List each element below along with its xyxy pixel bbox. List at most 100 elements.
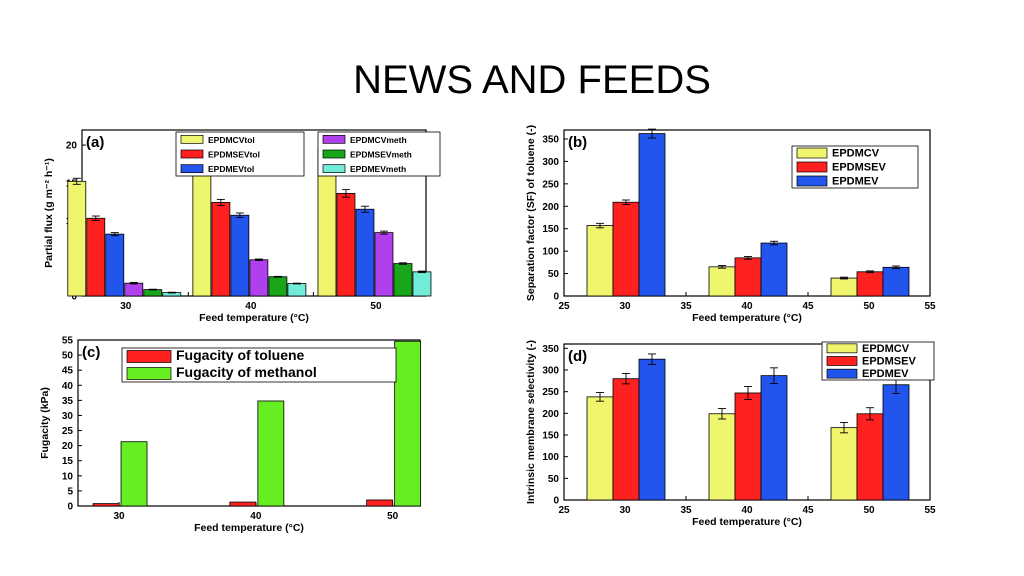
bar-d-s2-c0	[638, 358, 666, 501]
legend-label: EPDMSEVmeth	[350, 150, 412, 160]
x-tick-label: 45	[802, 505, 814, 516]
bar-b-s1-c0	[612, 201, 640, 297]
bar-b-s0-c0	[586, 225, 614, 297]
bar-a-s2-c2	[355, 208, 375, 297]
y-tick-label: 40	[62, 381, 74, 392]
bar-d-s2-c2	[882, 384, 910, 501]
bar-c-s0-c1	[229, 501, 257, 507]
x-axis-label-c: Feed temperature (°C)	[194, 522, 304, 534]
y-tick-label: 30	[62, 411, 74, 422]
y-tick-label: 5	[67, 486, 73, 497]
x-tick-label: 30	[113, 511, 125, 522]
y-tick-label: 50	[62, 351, 74, 362]
bar-a-s2-c1	[230, 214, 250, 297]
bar-a-s0-c0	[67, 180, 87, 297]
slide-title: NEWS AND FEEDS	[353, 58, 711, 102]
legend-label: EPDMEVtol	[208, 164, 254, 174]
x-tick-label: 40	[250, 511, 262, 522]
y-tick-label: 35	[62, 396, 74, 407]
legend-swatch	[796, 161, 828, 173]
bar-b-s0-c2	[830, 277, 858, 297]
legend-swatch	[826, 343, 858, 354]
bar-a-s4-c1	[268, 276, 288, 297]
bar-a-s2-c0	[105, 233, 125, 297]
bar-d-s1-c2	[856, 413, 884, 501]
bar-c-s1-c1	[257, 400, 285, 507]
y-tick-label: 100	[542, 247, 559, 258]
x-tick-label: 50	[863, 505, 875, 516]
legend-label: Fugacity of methanol	[176, 364, 317, 380]
x-tick-label: 50	[863, 301, 875, 312]
y-tick-label: 250	[542, 387, 559, 398]
y-tick-label: 200	[542, 409, 559, 420]
y-axis-label-b: Separation factor (SF) of toluene (-)	[525, 125, 537, 301]
y-tick-label: 300	[542, 366, 559, 377]
legend-swatch	[180, 164, 204, 174]
x-tick-label: 25	[558, 505, 570, 516]
legend-label: EPDMSEV	[832, 162, 886, 174]
bar-d-s1-c0	[612, 378, 640, 501]
x-tick-label: 40	[741, 505, 753, 516]
panel-tag-d: (d)	[568, 348, 587, 365]
y-tick-label: 0	[553, 496, 559, 507]
y-axis-label-d: Intrinsic membrane selectivity (-)	[525, 340, 537, 504]
x-tick-label: 50	[387, 511, 399, 522]
legend-swatch	[826, 356, 858, 366]
bar-a-s4-c0	[143, 289, 163, 297]
legend-label: EPDMCVmeth	[350, 135, 407, 145]
legend-label: EPDMSEVtol	[208, 150, 260, 160]
x-tick-label: 35	[680, 505, 692, 516]
legend-label: Fugacity of toluene	[176, 347, 305, 363]
x-tick-label: 55	[924, 505, 936, 516]
y-tick-label: 200	[542, 202, 559, 213]
bar-d-s1-c1	[734, 392, 762, 501]
bar-d-s0-c2	[830, 427, 858, 501]
legend-swatch	[322, 134, 346, 144]
bar-b-s2-c0	[638, 133, 666, 297]
y-tick-label: 55	[62, 336, 74, 347]
legend-swatch	[796, 175, 828, 187]
y-tick-label: 20	[66, 141, 78, 152]
y-tick-label: 25	[62, 426, 74, 437]
y-tick-label: 0	[71, 292, 77, 303]
bar-b-s2-c2	[882, 266, 910, 297]
legend-label: EPDMEVmeth	[350, 164, 406, 174]
bar-b-s0-c1	[708, 266, 736, 297]
bar-a-s1-c1	[211, 202, 231, 297]
bar-a-s5-c2	[412, 271, 432, 297]
legend-swatch	[180, 134, 204, 144]
y-tick-label: 100	[542, 452, 559, 463]
y-tick-label: 20	[62, 441, 74, 452]
bar-a-s1-c2	[336, 192, 356, 297]
x-tick-label: 55	[924, 301, 936, 312]
bar-a-s3-c1	[249, 259, 269, 297]
x-tick-label: 40	[245, 301, 257, 312]
y-axis-label-a: Partial flux (g m⁻² h⁻¹)	[43, 158, 55, 268]
y-tick-label: 10	[62, 471, 74, 482]
legend-label: EPDMEV	[862, 368, 909, 380]
bar-c-s1-c0	[120, 441, 148, 507]
legend-swatch	[322, 164, 346, 174]
bar-a-s4-c2	[393, 263, 413, 297]
legend-swatch	[322, 149, 346, 159]
bar-b-s2-c1	[760, 242, 788, 297]
y-tick-label: 50	[548, 474, 560, 485]
x-tick-label: 30	[619, 301, 631, 312]
chart-panel-a: 05101520304050(a)Feed temperature (°C)Pa…	[43, 129, 441, 324]
legend-swatch	[180, 149, 204, 159]
chart-panel-c: 0 5 10 15 20 25 30 35 40 45 50 55 30 40 50 (c) Feed temp…	[39, 336, 422, 534]
legend-swatch	[126, 367, 172, 380]
bar-a-s1-c0	[86, 217, 106, 297]
y-axis-label-c: Fugacity (kPa)	[39, 387, 51, 459]
x-tick-label: 35	[680, 301, 692, 312]
bar-c-s0-c0	[92, 503, 120, 507]
y-tick-label: 150	[542, 431, 559, 442]
bar-d-s2-c1	[760, 375, 788, 501]
legend-label: EPDMCVtol	[208, 135, 255, 145]
legend-label: EPDMEV	[832, 176, 879, 188]
bar-c-s0-c2	[366, 499, 394, 507]
panel-tag-c: (c)	[82, 344, 100, 361]
x-tick-label: 50	[370, 301, 382, 312]
bar-d-s0-c0	[586, 396, 614, 501]
legend-label: EPDMCV	[862, 343, 910, 355]
